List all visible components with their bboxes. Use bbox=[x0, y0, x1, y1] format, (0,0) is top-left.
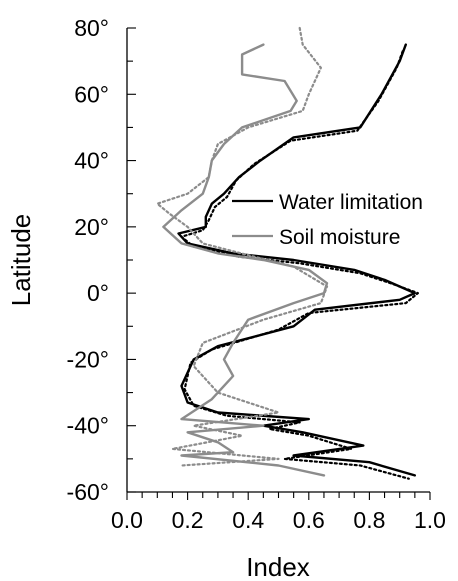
y-tick-label: -40° bbox=[67, 413, 109, 439]
ticks bbox=[126, 27, 431, 500]
legend: Water limitation Soil moisture bbox=[232, 191, 423, 249]
x-tick-label: 1.0 bbox=[414, 507, 446, 533]
x-tick-label: 0.4 bbox=[232, 507, 264, 533]
y-tick-label: 0° bbox=[87, 280, 109, 306]
y-tick-label: -60° bbox=[67, 479, 109, 505]
y-tick-label: -20° bbox=[67, 346, 109, 372]
series-line-3 bbox=[156, 26, 329, 467]
tick-labels: 0.0 0.2 0.4 0.6 0.8 1.0 80° 60° 40° 20° 0° -20° -40°… bbox=[67, 15, 446, 533]
y-tick-label: 80° bbox=[74, 15, 109, 41]
y-tick-label: 60° bbox=[74, 81, 109, 107]
y-axis-title: Latitude bbox=[6, 214, 36, 307]
x-tick-label: 0.2 bbox=[172, 507, 204, 533]
series-layer bbox=[156, 26, 419, 480]
series-line-1 bbox=[180, 50, 419, 480]
series-line-2 bbox=[162, 43, 329, 477]
x-tick-label: 0.8 bbox=[353, 507, 385, 533]
y-tick-label: 40° bbox=[74, 148, 109, 174]
legend-label-water-limitation: Water limitation bbox=[279, 191, 423, 214]
legend-label-soil-moisture: Soil moisture bbox=[279, 226, 400, 249]
y-tick-label: 20° bbox=[74, 214, 109, 240]
x-axis-title: Index bbox=[246, 552, 310, 581]
x-tick-label: 0.0 bbox=[111, 507, 143, 533]
x-tick-label: 0.6 bbox=[293, 507, 325, 533]
